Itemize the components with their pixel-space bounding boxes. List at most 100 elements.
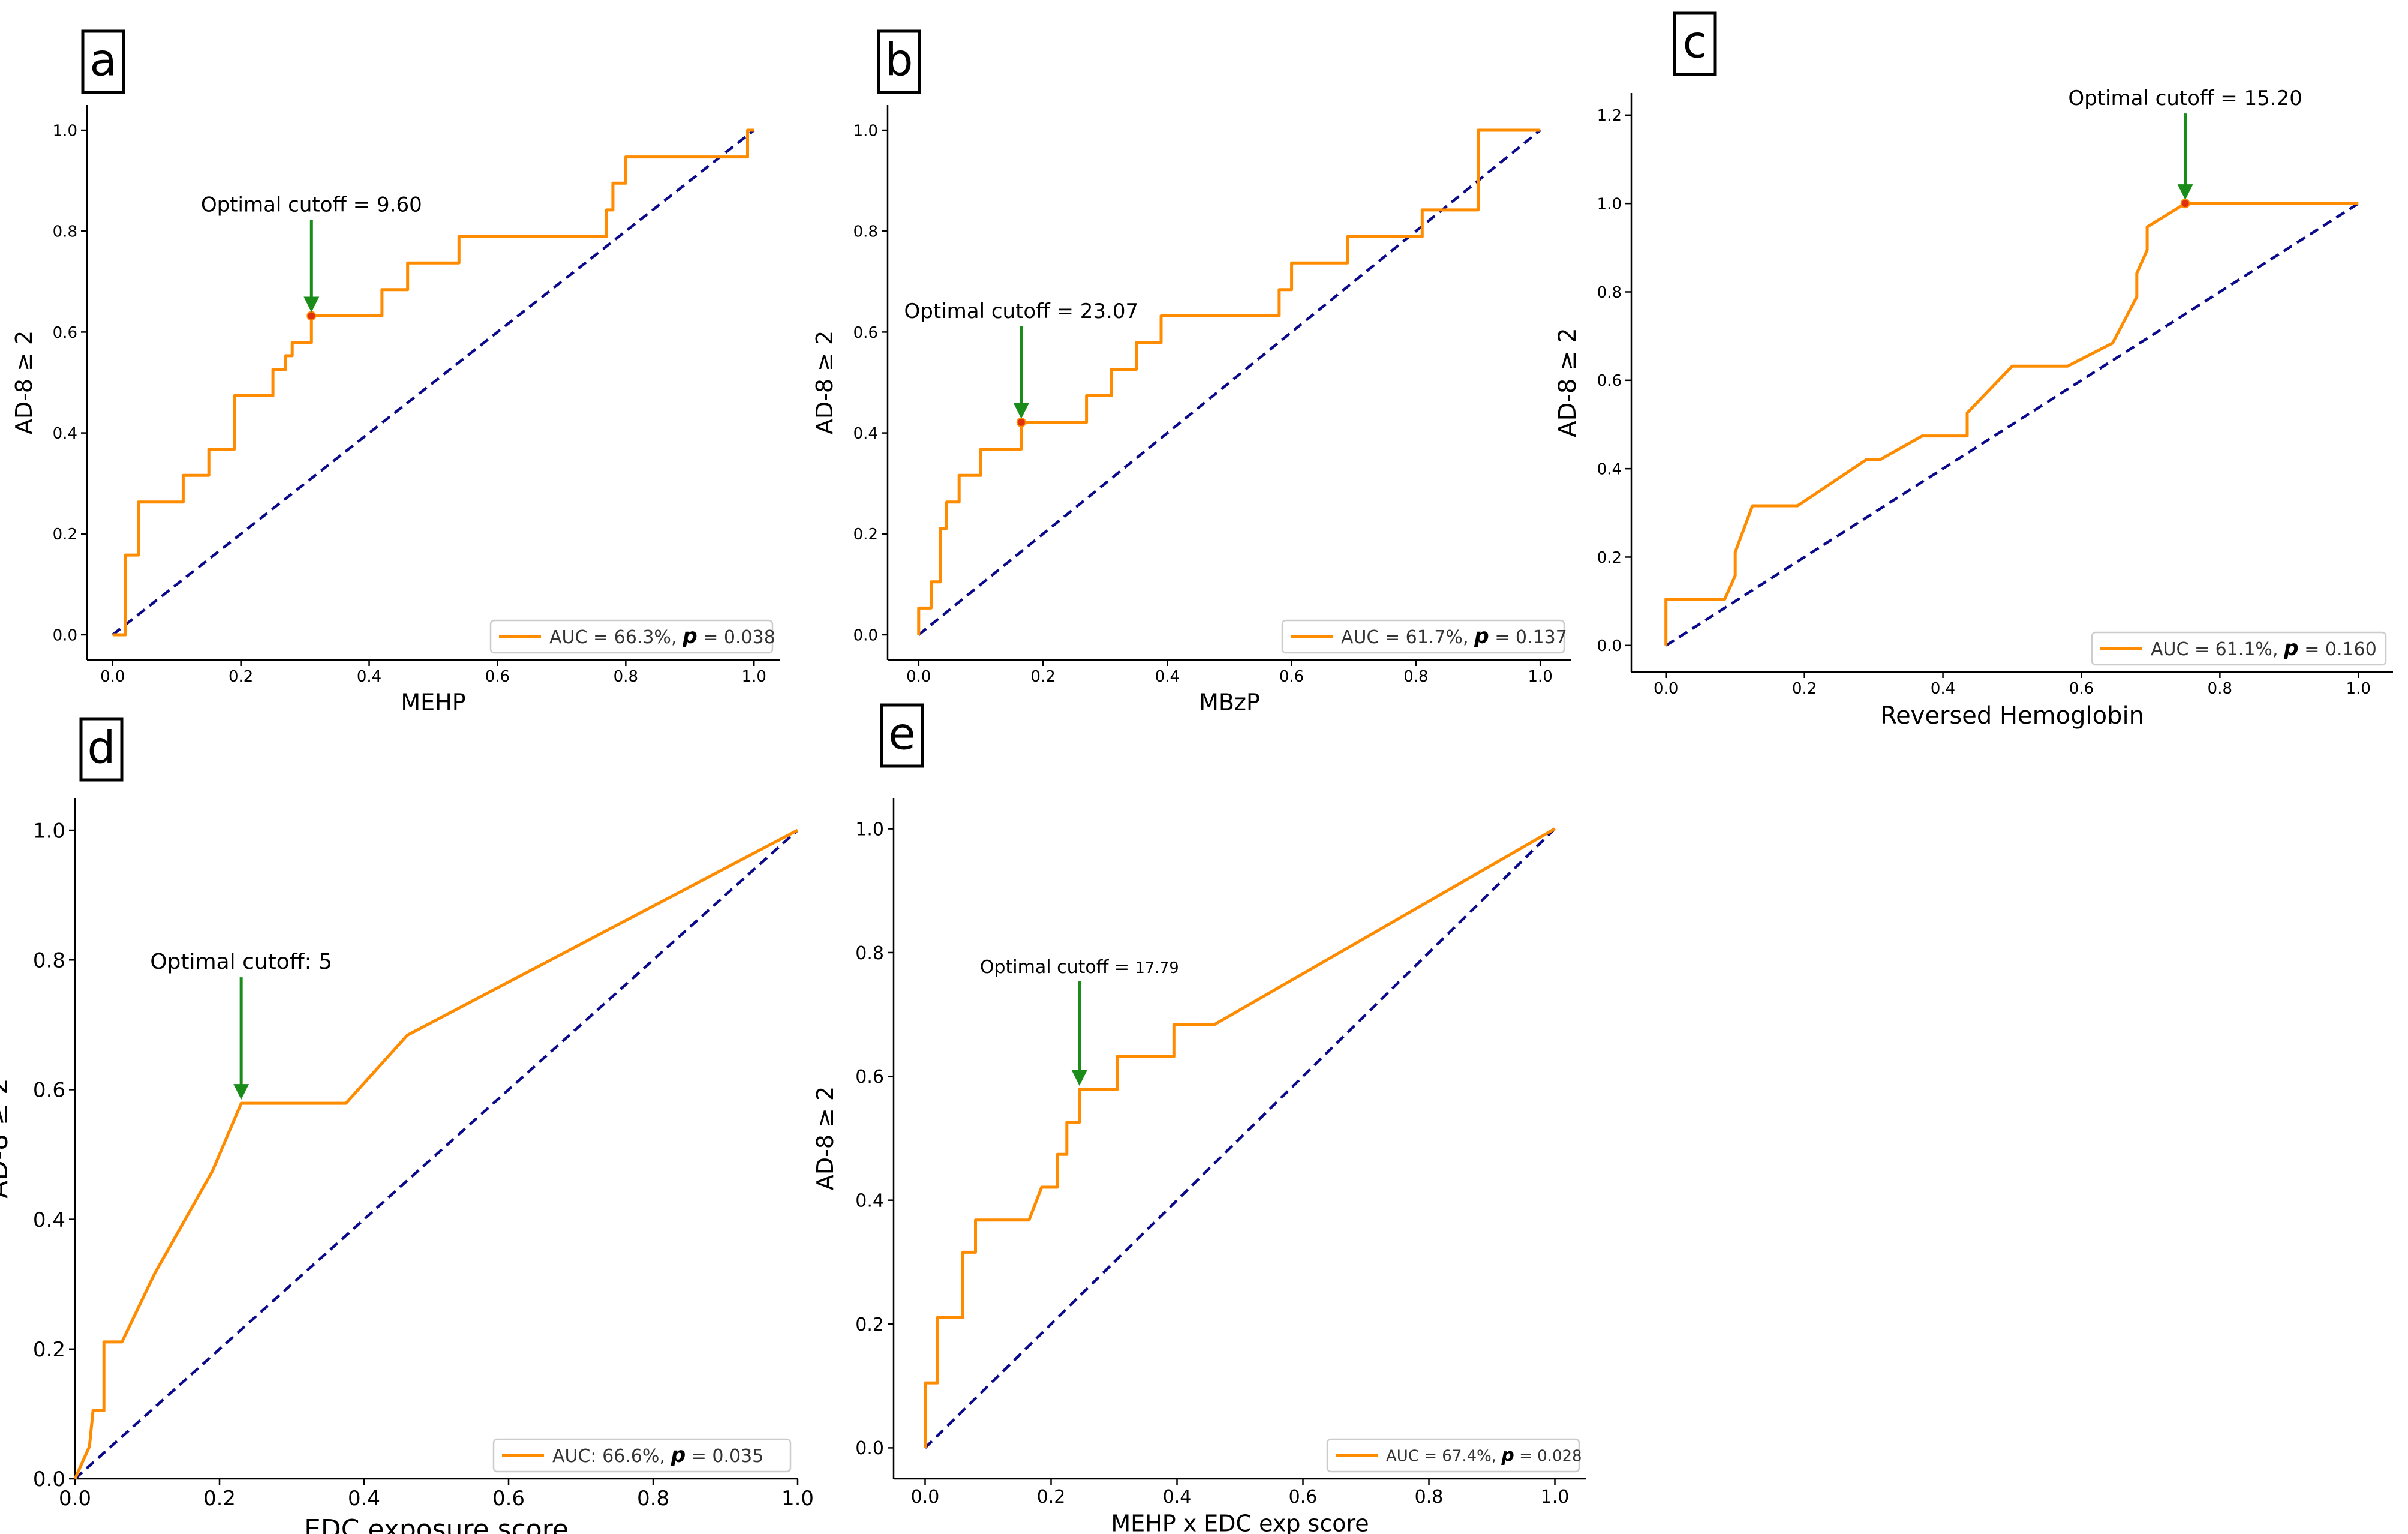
y-tick-label: 0.6: [1597, 372, 1622, 390]
x-tick-label: 0.2: [203, 1487, 236, 1511]
x-tick-label: 0.4: [357, 668, 381, 686]
y-axis-label: AD-8 ≥ 2: [11, 331, 37, 434]
x-tick-label: 1.0: [742, 668, 766, 686]
x-tick-label: 0.6: [485, 668, 510, 686]
panel-label: c: [1683, 16, 1707, 68]
x-tick-label: 0.2: [229, 668, 253, 686]
roc-curve-line: [1664, 202, 2359, 646]
y-tick-label: 1.0: [33, 819, 65, 843]
panel-label-frame: [877, 29, 921, 94]
roc-curve-line: [917, 128, 1541, 635]
y-tick-label: 1.2: [1597, 107, 1622, 125]
x-tick-label: 0.6: [492, 1487, 525, 1511]
panel-label-frame: [79, 717, 124, 782]
y-tick-label: 0.4: [853, 425, 878, 443]
x-axis-label: MEHP: [401, 689, 465, 716]
y-tick-label: 0.8: [33, 948, 65, 972]
panel-label-frame: [880, 703, 924, 768]
x-tick-label: 1.0: [1528, 668, 1553, 686]
legend-label: AUC = 67.4%, p = 0.028: [1386, 1445, 1582, 1466]
x-tick-label: 0.4: [348, 1487, 380, 1511]
x-axis-label: EDC exposure score: [304, 1514, 569, 1534]
y-tick-label: 0.4: [855, 1190, 884, 1211]
panel-label-frame: [1673, 11, 1717, 76]
y-tick-label: 1.0: [1597, 196, 1622, 214]
optimal-cutoff-annotation: Optimal cutoff = 17.79: [980, 957, 1179, 978]
y-tick-label: 0.6: [33, 1079, 65, 1103]
x-tick-label: 0.4: [1163, 1487, 1192, 1508]
y-tick-label: 1.0: [53, 122, 77, 140]
y-tick-label: 0.4: [53, 425, 77, 443]
y-tick-label: 0.8: [1597, 284, 1622, 302]
x-axis-label: Reversed Hemoglobin: [1880, 702, 2144, 730]
y-axis-label: AD-8 ≥ 2: [812, 1086, 838, 1190]
optimal-point-marker: [306, 311, 317, 321]
legend-label: AUC = 61.7%, p = 0.137: [1341, 625, 1567, 649]
y-tick-label: 1.0: [853, 122, 878, 140]
optimal-point-marker: [2180, 199, 2190, 209]
legend-box: [492, 1438, 792, 1473]
optimal-arrow-head: [1071, 1070, 1087, 1086]
y-tick-label: 0.2: [1597, 549, 1622, 567]
panel-a: a 0.0 0.2 0.4 0.6 0.8 1.0 0.0 0.2 0.4 0.6 0.8 1.0 MEH…: [11, 29, 780, 716]
legend-box: [2091, 631, 2387, 666]
y-tick-label: 1.0: [855, 819, 884, 840]
optimal-arrow-head: [2177, 184, 2193, 200]
y-tick-label: 0.8: [53, 223, 77, 241]
x-tick-label: 1.0: [781, 1487, 814, 1511]
panel-e: e 0.0 0.2 0.4 0.6 0.8 1.0 0.0 0.2 0.4 0.6 0.8 1.0 MEH…: [812, 703, 1586, 1534]
y-tick-label: 0.0: [53, 626, 77, 644]
x-tick-label: 0.6: [1289, 1487, 1318, 1508]
optimal-point-marker: [1016, 417, 1026, 427]
y-tick-label: 0.2: [853, 526, 878, 544]
roc-curve-line: [73, 828, 799, 1480]
panel-label-frame: [81, 29, 125, 94]
panel-label: a: [89, 34, 116, 86]
y-tick-label: 0.8: [853, 223, 878, 241]
y-tick-label: 0.4: [1597, 461, 1622, 479]
y-tick-label: 0.8: [855, 943, 884, 964]
y-tick-label: 0.0: [853, 626, 878, 644]
x-tick-label: 0.8: [2208, 680, 2232, 698]
chance-diagonal-line: [74, 829, 799, 1480]
panel-label: e: [888, 708, 916, 760]
x-axis-label: MEHP x EDC exp score: [1111, 1511, 1369, 1534]
x-tick-label: 0.0: [1654, 680, 1678, 698]
y-tick-label: 0.6: [855, 1067, 884, 1088]
optimal-cutoff-annotation: Optimal cutoff: 5: [150, 950, 332, 974]
y-tick-label: 0.0: [33, 1467, 65, 1491]
x-tick-label: 0.2: [1792, 680, 1817, 698]
x-tick-label: 0.0: [59, 1487, 91, 1511]
optimal-arrow-head: [303, 296, 320, 313]
roc-curve-line: [112, 128, 754, 637]
legend-box: [1281, 619, 1565, 654]
x-tick-label: 0.0: [911, 1487, 940, 1508]
x-axis-label: MBzP: [1199, 689, 1260, 716]
legend-label: AUC: 66.6%, p = 0.035: [552, 1443, 763, 1467]
x-tick-label: 0.0: [100, 668, 125, 686]
x-tick-label: 0.6: [2069, 680, 2094, 698]
chance-diagonal-line: [1665, 202, 2359, 647]
panel-label: d: [88, 722, 116, 773]
y-axis-label: AD-8 ≥ 2: [1554, 328, 1582, 437]
y-tick-label: 0.2: [53, 526, 77, 544]
x-tick-label: 0.8: [1403, 668, 1428, 686]
chance-diagonal-line: [924, 827, 1556, 1449]
y-tick-label: 0.2: [855, 1314, 884, 1335]
optimal-arrow-head: [233, 1084, 249, 1100]
x-tick-label: 0.0: [906, 668, 931, 686]
x-tick-label: 1.0: [2346, 680, 2371, 698]
y-tick-label: 0.0: [1597, 637, 1622, 655]
panel-label: b: [885, 34, 913, 86]
y-tick-label: 0.6: [53, 324, 77, 342]
roc-curve-line: [924, 827, 1556, 1448]
chance-diagonal-line: [918, 129, 1541, 636]
panel-c: c 0.0 0.2 0.4 0.6 0.8 1.0 0.0 0.2 0.4 0.6 0.8 1.0 1.2…: [1554, 11, 2393, 730]
x-tick-label: 0.6: [1279, 668, 1304, 686]
panel-d: d 0.0 0.2 0.4 0.6 0.8 1.0 0.0 0.2 0.4 0.6 0.8 1.0 EDC…: [0, 717, 814, 1534]
x-tick-label: 0.2: [1037, 1487, 1066, 1508]
legend-box: [1326, 1438, 1580, 1473]
y-tick-label: 0.4: [33, 1208, 65, 1232]
optimal-cutoff-annotation: Optimal cutoff = 15.20: [2068, 86, 2302, 110]
x-tick-label: 0.8: [1415, 1487, 1444, 1508]
